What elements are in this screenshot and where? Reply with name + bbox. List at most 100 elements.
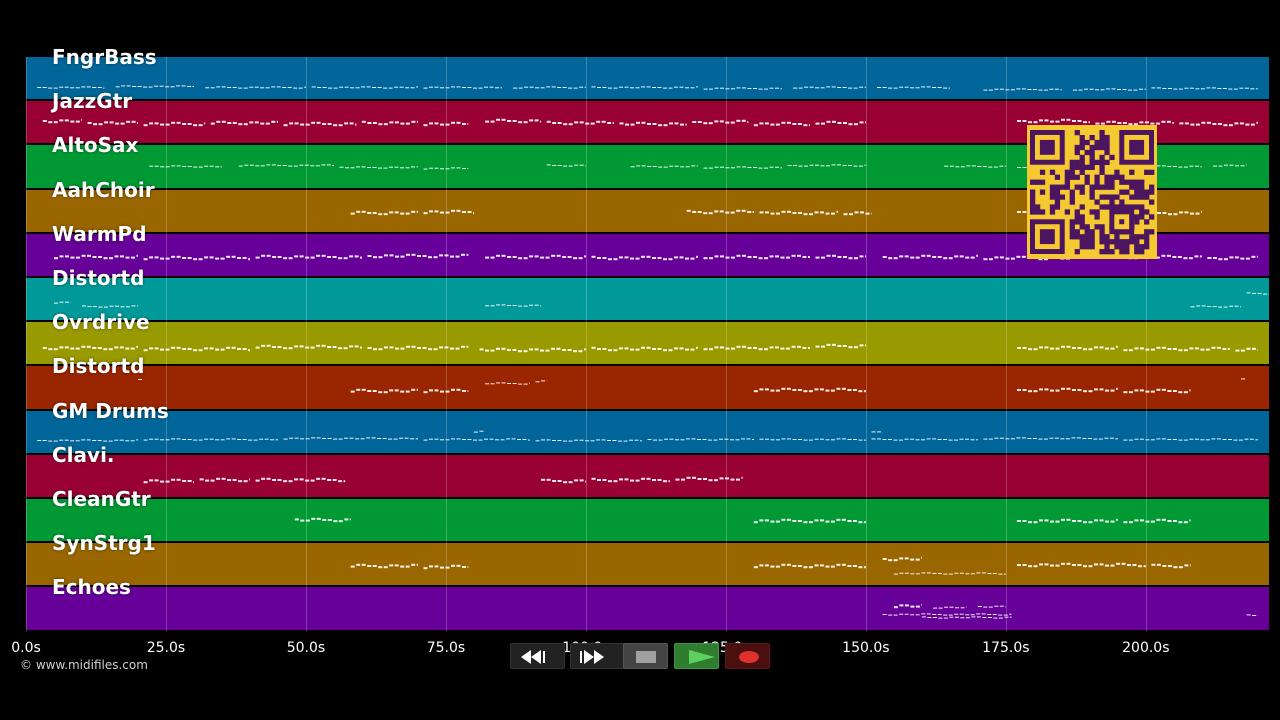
note: [372, 211, 377, 214]
note: [971, 165, 976, 167]
note: [573, 87, 578, 89]
qr-module: [1079, 159, 1085, 166]
note: [242, 256, 247, 259]
note: [244, 165, 249, 167]
note: [260, 165, 265, 167]
note: [1234, 122, 1239, 125]
note: [720, 255, 724, 258]
note: [1072, 389, 1076, 392]
track-lane[interactable]: [26, 454, 1269, 499]
note: [149, 479, 154, 482]
track-lane[interactable]: [26, 543, 1269, 588]
qr-module: [1089, 184, 1095, 190]
stop-button[interactable]: [623, 643, 668, 669]
note: [238, 87, 243, 89]
note: [204, 256, 209, 259]
note: [904, 572, 909, 574]
note: [130, 347, 135, 350]
track-lane[interactable]: [26, 278, 1269, 323]
note: [59, 255, 64, 258]
note: [1077, 389, 1082, 392]
note: [1194, 347, 1199, 350]
note: [630, 479, 634, 482]
track-notes: [294, 517, 1191, 524]
play-button[interactable]: [674, 643, 719, 669]
note: [1021, 88, 1026, 90]
fast-forward-button[interactable]: [570, 643, 625, 669]
note: [746, 437, 751, 439]
note: [108, 348, 113, 351]
note: [709, 256, 713, 259]
note: [690, 257, 695, 260]
note: [988, 257, 993, 260]
note: [1028, 121, 1032, 124]
track-lane[interactable]: [26, 366, 1269, 411]
note: [658, 124, 662, 127]
note: [764, 256, 768, 259]
qr-module: [1104, 149, 1110, 156]
note: [1184, 87, 1189, 89]
note: [725, 167, 730, 169]
note: [109, 305, 114, 307]
note: [652, 348, 656, 351]
note: [131, 305, 136, 307]
note: [54, 256, 58, 259]
note: [821, 256, 825, 259]
qr-module: [1054, 184, 1061, 190]
track-lane[interactable]: [26, 587, 1269, 632]
note: [154, 438, 159, 440]
note: [836, 563, 841, 566]
track-notes: [37, 430, 1258, 442]
note: [148, 86, 153, 88]
note: [692, 121, 697, 124]
track-lane[interactable]: [26, 57, 1269, 102]
note: [467, 87, 472, 88]
note: [877, 437, 881, 439]
note: [791, 345, 796, 348]
qr-module: [1139, 249, 1145, 255]
note: [1088, 348, 1093, 351]
note: [708, 478, 713, 481]
rewind-button[interactable]: [510, 643, 565, 669]
note: [210, 122, 215, 125]
track-lane[interactable]: [26, 322, 1269, 367]
note: [848, 256, 853, 259]
note: [960, 166, 965, 168]
note: [70, 347, 75, 350]
qr-module: [1104, 144, 1110, 151]
note: [259, 438, 264, 440]
record-button[interactable]: [725, 643, 770, 669]
note: [1205, 438, 1210, 440]
note: [798, 87, 803, 89]
note: [338, 520, 343, 523]
note: [93, 123, 98, 126]
note: [299, 165, 304, 167]
note: [1016, 88, 1021, 90]
note: [781, 437, 786, 439]
note: [1093, 438, 1098, 440]
note: [187, 438, 192, 440]
note: [747, 167, 752, 169]
qr-module: [1099, 154, 1105, 161]
note: [103, 256, 108, 259]
note: [815, 87, 820, 89]
note: [373, 255, 377, 258]
note: [395, 347, 399, 350]
note: [669, 438, 674, 440]
note: [837, 164, 841, 166]
note: [53, 440, 58, 442]
note: [445, 168, 450, 170]
note: [416, 563, 418, 566]
piano-roll[interactable]: [26, 57, 1269, 632]
note: [1022, 347, 1027, 350]
note: [804, 165, 808, 167]
note: [253, 439, 258, 441]
track-lane[interactable]: [26, 410, 1269, 455]
note: [1039, 346, 1043, 349]
note: [1156, 346, 1161, 349]
note: [976, 613, 981, 615]
track-lane[interactable]: [26, 499, 1269, 544]
note: [410, 437, 415, 439]
note: [304, 86, 306, 88]
note: [1212, 256, 1217, 259]
